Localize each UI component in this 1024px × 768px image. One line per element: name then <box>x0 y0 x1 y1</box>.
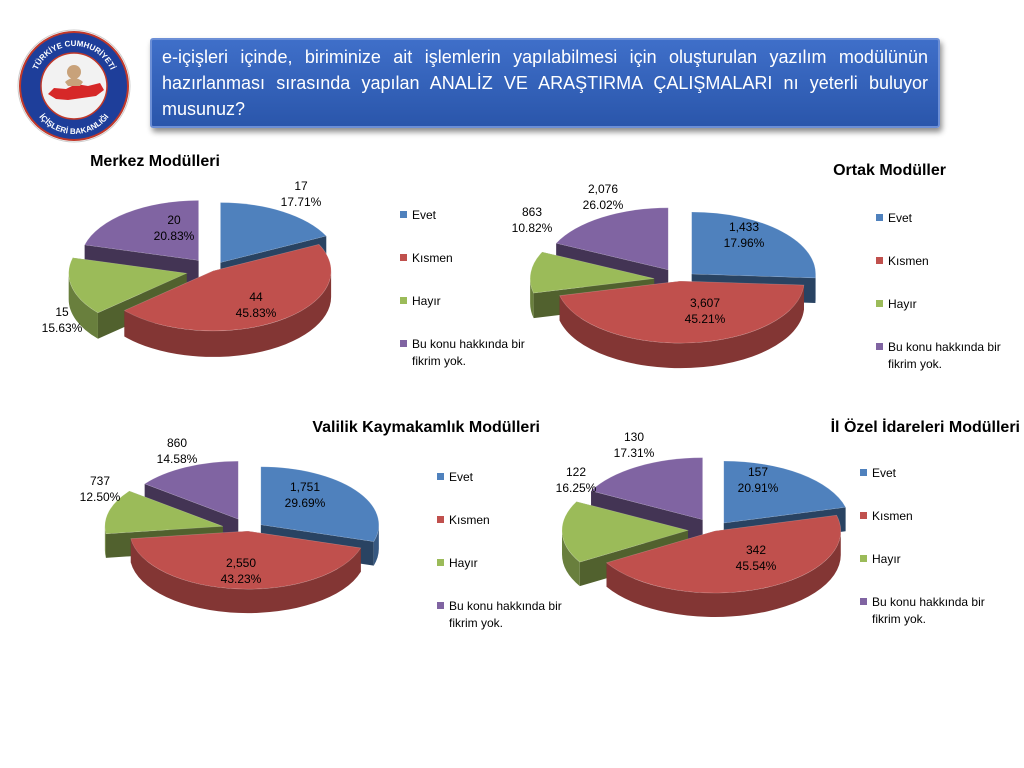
legend-swatch <box>860 555 867 562</box>
pie-chart-1: Merkez Modülleri 17 17.71% 44 45.83% 15 15.63%… <box>42 153 525 368</box>
legend-swatch <box>876 300 883 307</box>
data-label: 342 45.54% <box>736 543 777 573</box>
legend-item: Bu konu hakkında bir fikrim yok. <box>400 337 525 368</box>
legend-swatch <box>437 516 444 523</box>
data-label: 2,550 43.23% <box>221 556 262 586</box>
legend-label: Hayır <box>412 294 441 308</box>
legend-item: Bu konu hakkında bir fikrim yok. <box>437 599 562 630</box>
data-label: 2,076 26.02% <box>583 182 624 212</box>
legend-item: Hayır <box>437 556 478 570</box>
chart-legend: Evet Kısmen Hayır Bu konu hakkında bir fikri… <box>437 470 562 630</box>
legend-swatch <box>876 214 883 221</box>
legend-label: Bu konu hakkında bir fikrim yok. <box>872 595 985 626</box>
pie-slice <box>130 530 362 614</box>
legend-label: Evet <box>888 211 913 225</box>
question-header: e-içişleri içinde, biriminize ait işleml… <box>150 38 940 128</box>
data-label: 737 12.50% <box>80 474 121 504</box>
legend-swatch <box>400 211 407 218</box>
chart-title: İl Özel İdareleri Modülleri <box>831 417 1020 436</box>
legend-swatch <box>437 473 444 480</box>
legend-swatch <box>860 598 867 605</box>
chart-legend: Evet Kısmen Hayır Bu konu hakkında bir fikri… <box>876 211 1001 371</box>
ministry-logo: TÜRKİYE CUMHURİYETİ İÇİŞLERİ BAKANLIĞI <box>17 29 131 143</box>
legend-swatch <box>400 254 407 261</box>
data-label: 20 20.83% <box>154 213 195 243</box>
legend-item: Bu konu hakkında bir fikrim yok. <box>860 595 985 626</box>
data-label: 1,433 17.96% <box>724 220 765 250</box>
pie-chart-2: Ortak Modüller 2,076 26.02% 3,607 45.21% 863 1… <box>512 162 1001 371</box>
legend-label: Hayır <box>872 552 901 566</box>
pie-chart-4: İl Özel İdareleri Modülleri 157 20.91% 342 4… <box>556 417 1020 626</box>
legend-item: Hayır <box>860 552 901 566</box>
chart-title: Ortak Modüller <box>833 162 946 179</box>
data-label: 44 45.83% <box>236 290 277 320</box>
data-label: 863 10.82% <box>512 205 553 235</box>
pie-slice <box>123 244 332 357</box>
pie-slice <box>605 514 841 618</box>
question-text: e-içişleri içinde, biriminize ait işleml… <box>162 47 928 119</box>
legend-item: Kısmen <box>860 509 913 523</box>
legend-label: Evet <box>449 470 474 484</box>
legend-item: Kısmen <box>437 513 490 527</box>
chart-title: Merkez Modülleri <box>90 153 220 170</box>
legend-label: Kısmen <box>872 509 913 523</box>
legend-label: Bu konu hakkında bir fikrim yok. <box>888 340 1001 371</box>
legend-label: Kısmen <box>412 251 453 265</box>
legend-item: Hayır <box>876 297 917 311</box>
legend-item: Hayır <box>400 294 441 308</box>
chart-legend: Evet Kısmen Hayır Bu konu hakkında bir fikri… <box>860 466 985 626</box>
data-label: 3,607 45.21% <box>685 296 726 326</box>
legend-swatch <box>876 343 883 350</box>
legend-item: Evet <box>860 466 897 480</box>
legend-item: Evet <box>437 470 474 484</box>
pie-slice <box>68 257 188 339</box>
legend-item: Bu konu hakkında bir fikrim yok. <box>876 340 1001 371</box>
legend-swatch <box>437 602 444 609</box>
data-label: 15 15.63% <box>42 305 83 335</box>
legend-swatch <box>860 512 867 519</box>
legend-label: Evet <box>412 208 437 222</box>
data-label: 17 17.71% <box>281 179 322 209</box>
legend-label: Hayır <box>888 297 917 311</box>
data-label: 122 16.25% <box>556 465 597 495</box>
data-label: 1,751 29.69% <box>285 480 326 510</box>
legend-label: Hayır <box>449 556 478 570</box>
pie-slice <box>559 280 805 369</box>
legend-item: Evet <box>876 211 913 225</box>
chart-legend: Evet Kısmen Hayır Bu konu hakkında bir fikri… <box>400 208 525 368</box>
chart-title: Valilik Kaymakamlık Modülleri <box>312 419 540 436</box>
pie-chart-3: Valilik Kaymakamlık Modülleri 1,751 29.69%… <box>80 419 562 630</box>
legend-label: Kısmen <box>888 254 929 268</box>
legend-swatch <box>400 340 407 347</box>
legend-label: Evet <box>872 466 897 480</box>
legend-swatch <box>400 297 407 304</box>
data-label: 157 20.91% <box>738 465 779 495</box>
legend-item: Evet <box>400 208 437 222</box>
legend-item: Kısmen <box>400 251 453 265</box>
legend-swatch <box>437 559 444 566</box>
legend-swatch <box>860 469 867 476</box>
legend-swatch <box>876 257 883 264</box>
legend-item: Kısmen <box>876 254 929 268</box>
legend-label: Bu konu hakkında bir fikrim yok. <box>449 599 562 630</box>
legend-label: Kısmen <box>449 513 490 527</box>
legend-label: Bu konu hakkında bir fikrim yok. <box>412 337 525 368</box>
data-label: 860 14.58% <box>157 436 198 466</box>
data-label: 130 17.31% <box>614 430 655 460</box>
